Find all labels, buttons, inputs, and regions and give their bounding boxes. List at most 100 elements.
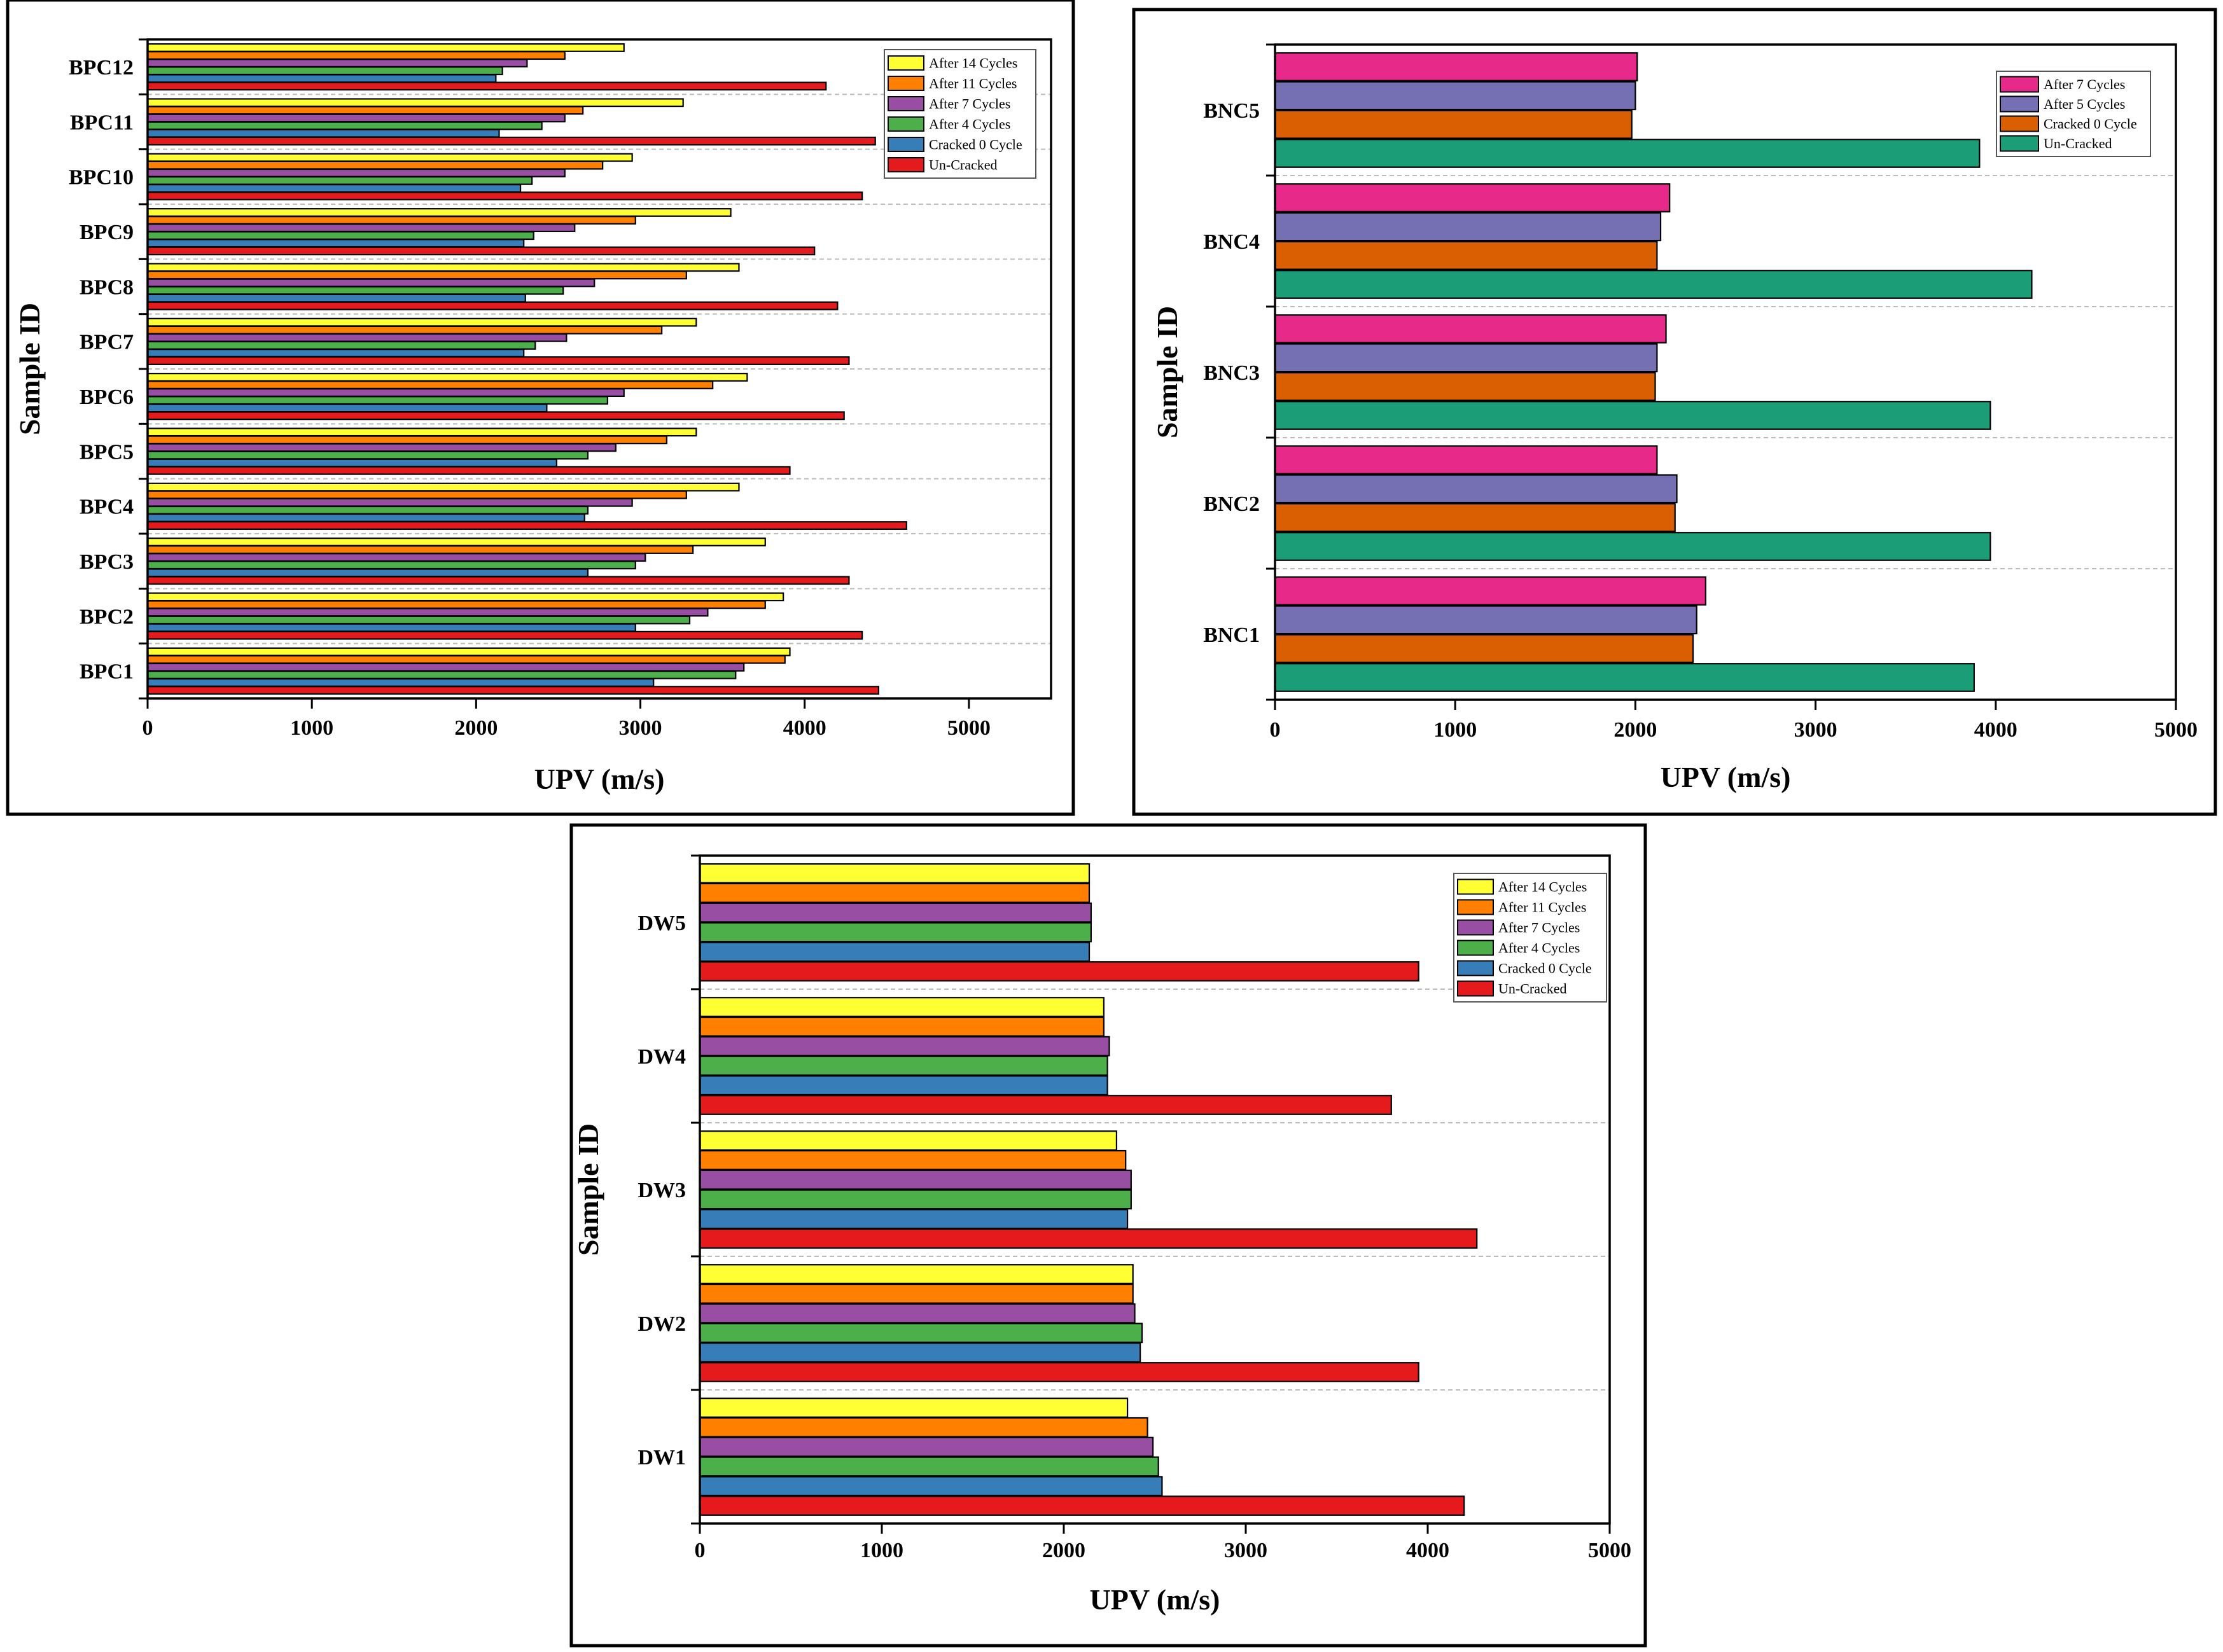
bpc-bar-bpc10-after-11-cycles [146,160,604,170]
dw-legend-label-after-14-cycles: After 14 Cycles [1498,879,1587,895]
bpc-bar-bpc7-cracked-0-cycle [146,349,525,357]
bpc-bar-bpc5-after-4-cycles [146,450,589,460]
bpc-x-axis-title: UPV (m/s) [534,763,665,795]
bpc-legend-swatch-after-11-cycles [888,76,924,91]
dw-category-label: DW1 [638,1446,686,1469]
bpc-bar-bpc10-after-7-cycles [146,168,566,177]
bpc-bar-bpc11-cracked-0-cycle [146,128,500,138]
bnc-y-axis-title: Sample ID [1151,306,1183,438]
bpc-bar-bpc5-un-cracked [146,466,791,475]
bpc-bar-bpc7-after-4-cycles [146,340,536,350]
bpc-bar-bpc8-after-14-cycles [146,263,740,272]
dw-bar-dw1-after-4-cycles [699,1456,1159,1477]
dw-bar-dw1-after-7-cycles [699,1436,1154,1457]
bpc-category-label: BPC5 [80,440,134,464]
bnc-x-tick-label: 1000 [1433,718,1477,742]
bpc-category-label: BPC6 [80,385,134,409]
bnc-bar-bnc2-after-5-cycles [1274,474,1678,504]
bpc-bar-bpc10-after-14-cycles [146,153,633,162]
bpc-y-axis-title: Sample ID [13,303,46,435]
dw-x-axis-title: UPV (m/s) [1090,1583,1220,1616]
bpc-legend-swatch-cracked-0-cycle [888,137,924,152]
bnc-x-tick-label: 3000 [1794,718,1837,742]
bpc-bar-bpc11-after-14-cycles [146,98,684,108]
bpc-bar-bpc3-after-14-cycles [146,538,766,546]
bnc-x-tick-label: 5000 [2154,718,2198,742]
bpc-bar-bpc4-cracked-0-cycle [146,513,585,522]
bpc-bar-bpc7-after-7-cycles [146,333,568,342]
bpc-bar-bpc3-after-4-cycles [146,560,636,570]
bnc-bar-bnc4-after-5-cycles [1274,212,1662,242]
bpc-bar-bpc6-un-cracked [146,411,845,420]
bnc-legend-swatch-after-7-cycles [2000,76,2039,93]
bnc-bar-bnc3-un-cracked [1274,401,1991,430]
dw-x-tick-label: 5000 [1588,1539,1631,1562]
dw-bar-dw2-after-14-cycles [699,1264,1134,1284]
dw-x-tick-label: 4000 [1406,1539,1449,1562]
bpc-bar-bpc6-after-7-cycles [146,388,625,398]
bnc-bar-bnc1-after-7-cycles [1274,576,1706,606]
bpc-x-tick-label: 5000 [947,716,991,740]
bnc-panel-frame [1132,8,2217,816]
bpc-legend-swatch-after-14-cycles [888,55,924,71]
bpc-bar-bpc7-after-11-cycles [146,325,663,335]
bnc-legend-label-after-7-cycles: After 7 Cycles [2044,76,2125,92]
bpc-bar-bpc9-after-7-cycles [146,223,576,233]
bpc-bar-bpc2-after-7-cycles [146,607,709,617]
bnc-legend-label-after-5-cycles: After 5 Cycles [2044,96,2125,112]
bpc-bar-bpc12-cracked-0-cycle [146,74,497,83]
bnc-legend-swatch-after-5-cycles [2000,95,2039,113]
bnc-bar-bnc5-cracked-0-cycle [1274,109,1633,139]
bpc-bar-bpc3-after-11-cycles [146,545,694,554]
bpc-bar-bpc8-after-7-cycles [146,278,596,288]
bnc-bar-bnc5-after-5-cycles [1274,81,1636,111]
bpc-legend-label-un-cracked: Un-Cracked [929,157,998,173]
panel-bnc-chart: 0 1000 2000 3000 4000 5000 BNC1 BNC2 BNC3 BNC4 BNC… [1132,8,2217,816]
bpc-bar-bpc6-cracked-0-cycle [146,403,548,413]
bpc-bar-bpc12-after-14-cycles [146,43,625,52]
dw-bar-dw5-cracked-0-cycle [699,941,1091,962]
bpc-bar-bpc9-after-14-cycles [146,208,732,217]
bnc-bar-bnc3-after-5-cycles [1274,343,1658,373]
dw-bar-dw1-after-14-cycles [699,1398,1129,1418]
dw-y-axis-title: Sample ID [572,1123,604,1256]
bpc-bar-bpc1-after-7-cycles [146,662,745,672]
bpc-legend-label-cracked-0-cycle: Cracked 0 Cycle [929,137,1022,153]
bpc-legend-box [884,49,1036,179]
bpc-bar-bpc10-un-cracked [146,191,863,200]
dw-category-label: DW3 [638,1179,686,1202]
dw-legend-swatch-after-7-cycles [1457,919,1494,936]
bpc-bar-bpc1-un-cracked [146,686,880,695]
bpc-category-label: BPC2 [80,605,134,628]
bpc-bar-bpc1-after-11-cycles [146,655,786,664]
bpc-bar-bpc1-after-4-cycles [146,670,737,679]
dw-x-tick-label: 3000 [1224,1539,1267,1562]
bpc-bar-bpc11-after-4-cycles [146,121,543,130]
bnc-bar-bnc4-un-cracked [1274,270,2033,299]
bnc-legend-label-un-cracked: Un-Cracked [2044,135,2112,151]
bnc-category-label: BNC2 [1203,492,1260,516]
dw-x-tick-label: 1000 [860,1539,903,1562]
bpc-bar-bpc8-after-4-cycles [146,286,564,295]
bnc-legend-swatch-cracked-0-cycle [2000,115,2039,132]
bpc-category-label: BPC12 [69,56,134,80]
bpc-bar-bpc7-after-14-cycles [146,317,697,327]
bpc-bar-bpc4-after-11-cycles [146,490,687,499]
bpc-category-label: BPC1 [80,660,134,684]
bpc-bar-bpc3-cracked-0-cycle [146,568,589,578]
bpc-bar-bpc2-after-11-cycles [146,600,766,609]
bpc-legend-label-after-4-cycles: After 4 Cycles [929,116,1010,132]
dw-bar-dw5-after-11-cycles [699,882,1091,903]
dw-legend-box [1453,873,1607,1003]
bnc-bar-bnc5-after-7-cycles [1274,52,1638,81]
bpc-bar-bpc5-after-11-cycles [146,435,667,445]
bnc-bar-bnc4-cracked-0-cycle [1274,240,1658,270]
bpc-category-label: BPC4 [80,496,134,519]
dw-bar-dw2-after-11-cycles [699,1283,1134,1304]
dw-legend-label-cracked-0-cycle: Cracked 0 Cycle [1498,961,1592,976]
bnc-plot-area [1274,43,2177,701]
bpc-category-label: BPC3 [80,550,134,574]
bpc-legend-swatch-un-cracked [888,157,924,172]
bpc-x-tick-label: 1000 [290,716,333,740]
dw-bar-dw4-after-14-cycles [699,997,1105,1017]
